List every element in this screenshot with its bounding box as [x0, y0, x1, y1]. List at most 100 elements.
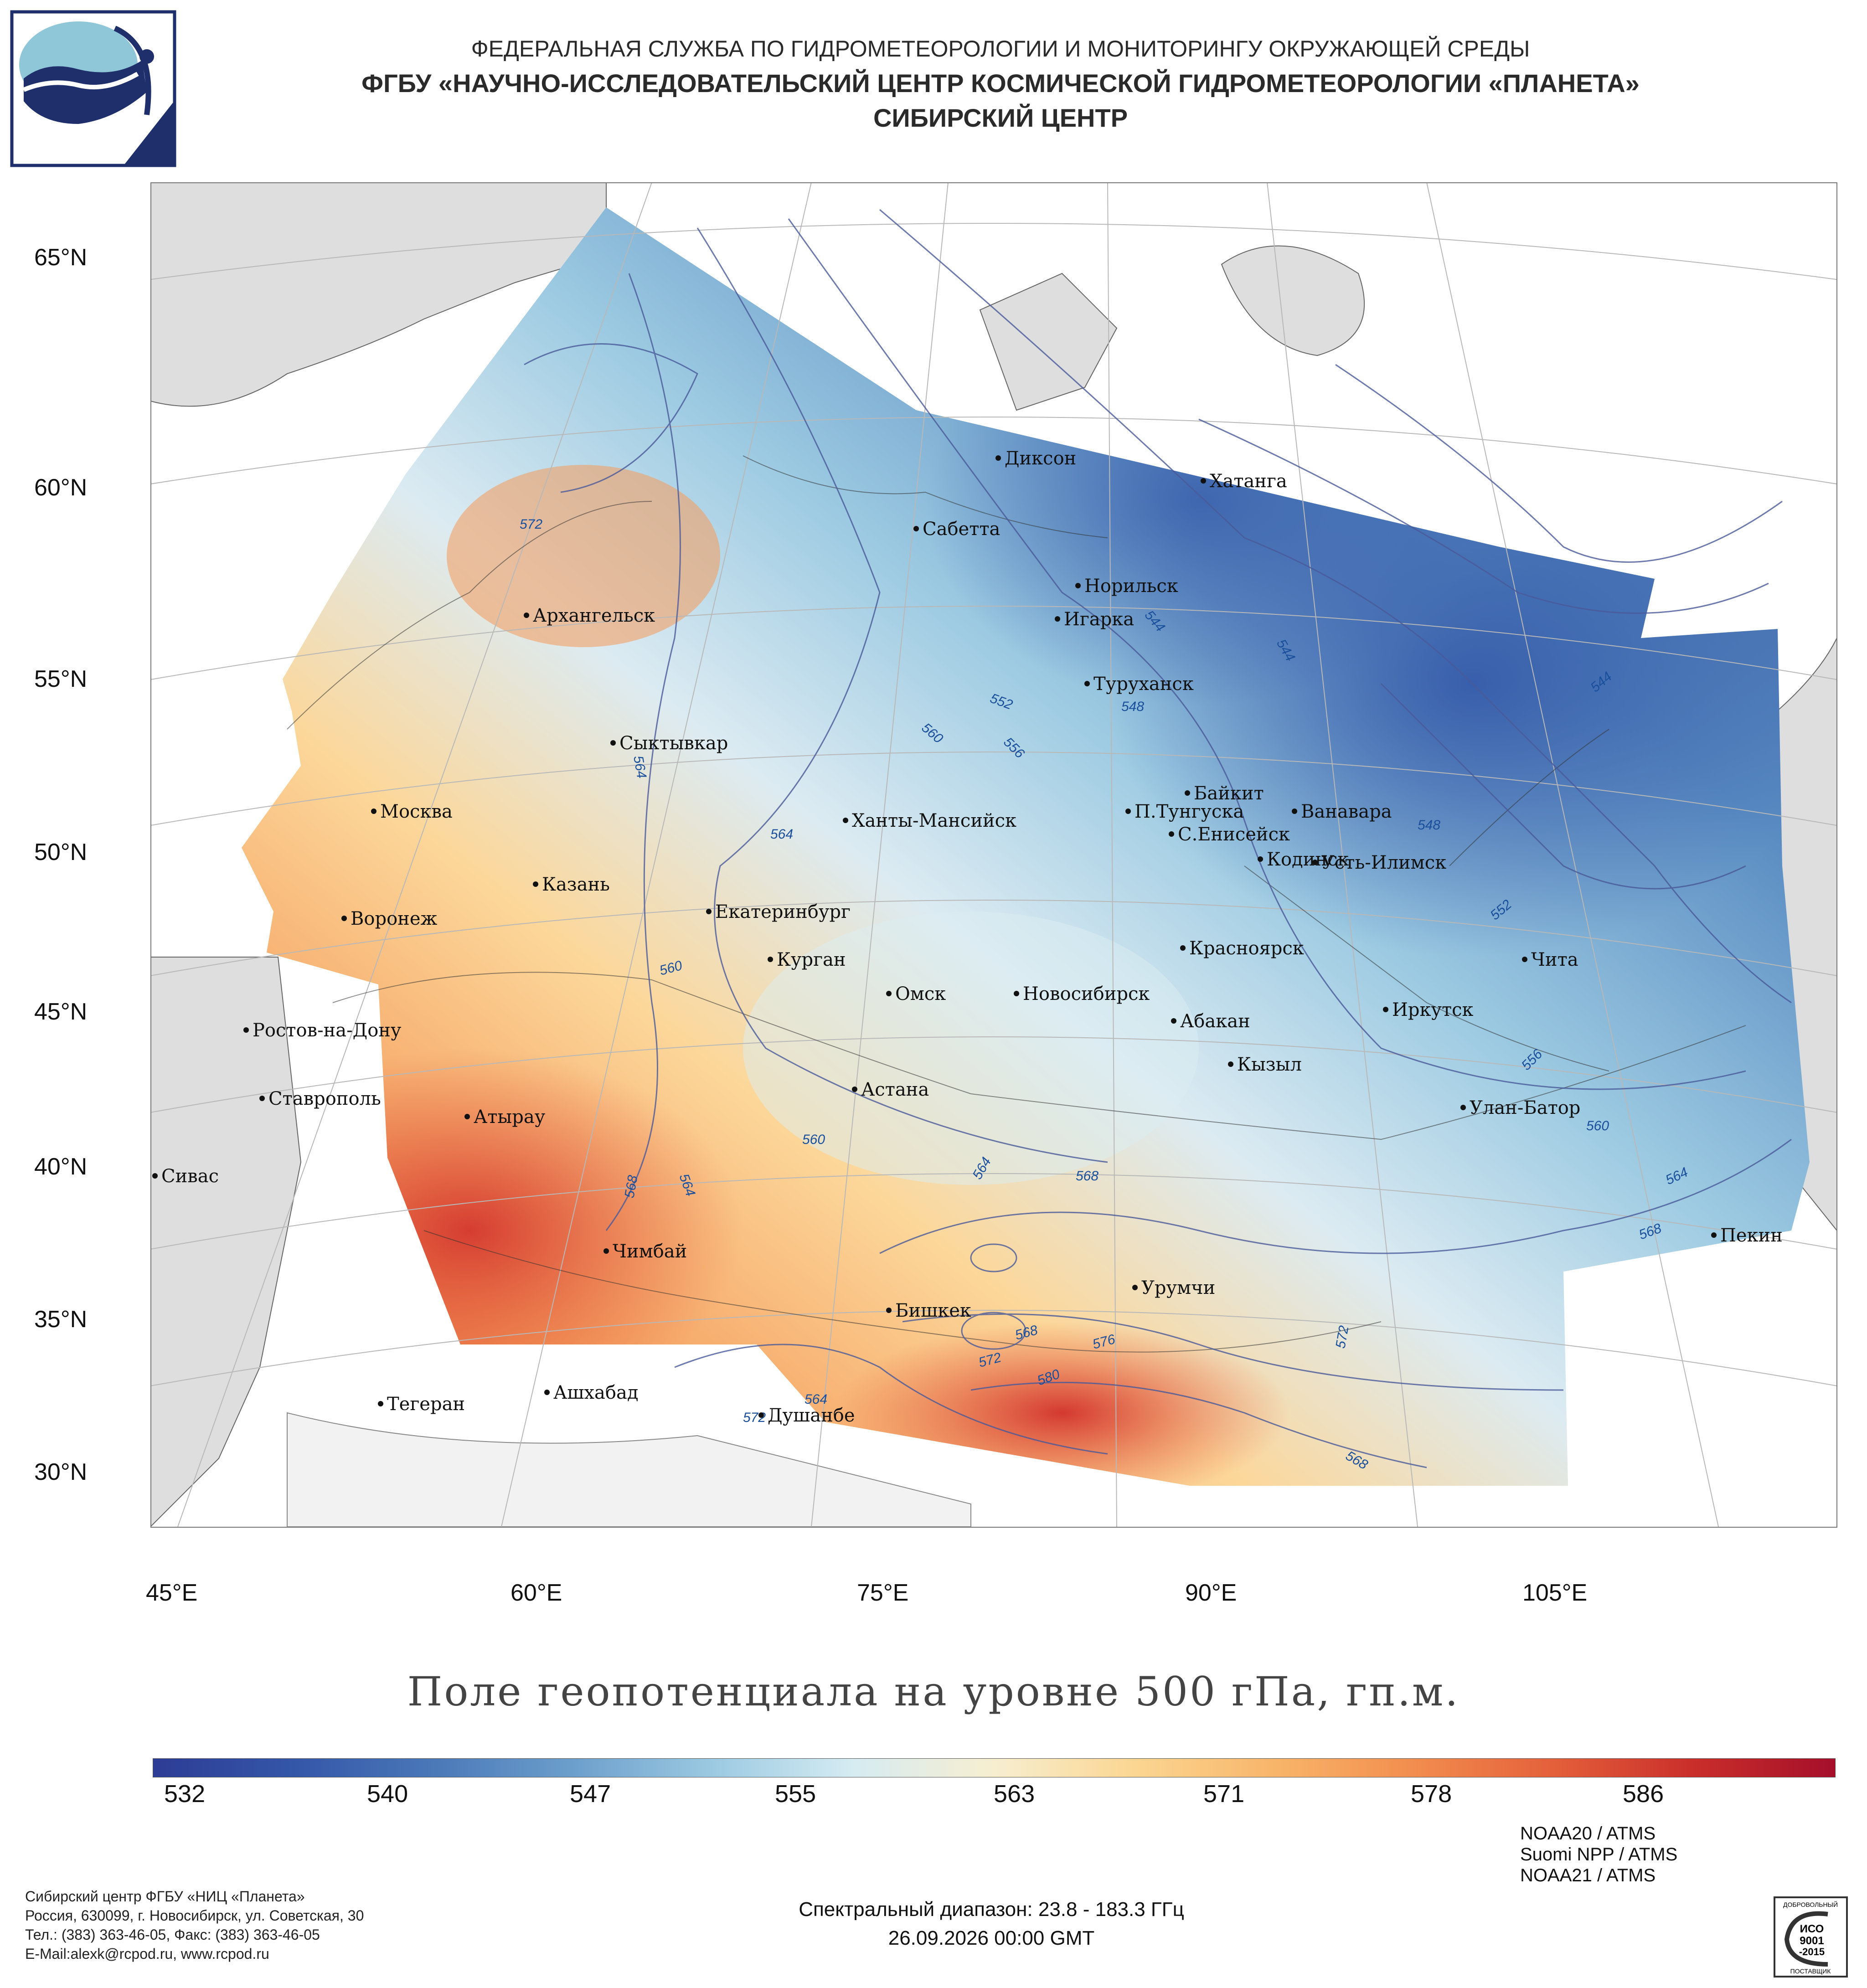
city-dot	[243, 1027, 249, 1033]
header-center: СИБИРСКИЙ ЦЕНТР	[873, 103, 1128, 132]
org-line: Тел.: (383) 363-46-05, Факс: (383) 363-4…	[25, 1926, 320, 1943]
city-marker: Сыктывкар	[610, 733, 728, 754]
city-marker: Урумчи	[1132, 1277, 1215, 1298]
planeta-logo	[10, 10, 176, 167]
city-dot	[1125, 809, 1131, 814]
city-marker: Красноярск	[1180, 938, 1304, 959]
geopotential-map: 572 544 544 544 552 548 560 556 564 548 …	[150, 182, 1837, 1527]
colorbar-tick-label: 586	[1623, 1780, 1664, 1808]
colorbar-tick-label: 578	[1411, 1780, 1452, 1808]
isoline-label: 572	[520, 517, 542, 532]
city-marker: Омск	[886, 984, 946, 1004]
city-marker: Курган	[768, 949, 846, 970]
city-label: Ростов-на-Дону	[253, 1020, 402, 1041]
city-label: Сабетта	[923, 519, 1000, 540]
city-label: Курган	[777, 949, 846, 970]
city-label: Сивас	[161, 1166, 219, 1187]
satellite-item: NOAA20 / ATMS	[1520, 1823, 1656, 1844]
city-label: Екатеринбург	[715, 901, 851, 922]
city-marker: Архангельск	[524, 605, 655, 626]
city-dot	[544, 1390, 550, 1395]
city-label: Чита	[1531, 949, 1578, 970]
iso-text-bottom: ПОСТАВЩИК	[1790, 1967, 1831, 1975]
isoline-label: 564	[770, 827, 793, 842]
city-dot	[1383, 1007, 1388, 1012]
city-marker: Хатанга	[1201, 471, 1287, 492]
org-line: Сибирский центр ФГБУ «НИЦ «Планета»	[25, 1888, 305, 1905]
lat-label: 45°N	[34, 999, 88, 1025]
lat-label: 35°N	[34, 1306, 88, 1333]
city-marker: Норильск	[1075, 576, 1178, 597]
city-dot	[913, 526, 919, 531]
city-marker: Ванавара	[1292, 801, 1392, 822]
city-label: Усть-Илимск	[1321, 852, 1446, 873]
lon-label: 45°E	[146, 1580, 198, 1606]
header-institute: ФГБУ «НАУЧНО-ИССЛЕДОВАТЕЛЬСКИЙ ЦЕНТР КОС…	[361, 69, 1640, 98]
city-dot	[706, 909, 712, 914]
city-marker: Кодинск	[1258, 849, 1349, 870]
city-label: Архангельск	[533, 605, 655, 626]
city-marker: Иркутск	[1383, 999, 1474, 1020]
city-marker: С.Енисейск	[1169, 824, 1290, 845]
city-label: Красноярск	[1189, 938, 1304, 959]
iso-text-3: -2015	[1799, 1946, 1825, 1957]
city-marker: Тегеран	[378, 1394, 465, 1415]
city-marker: П.Тунгуска	[1125, 801, 1244, 822]
city-label: Туруханск	[1093, 674, 1194, 695]
city-label: Астана	[861, 1079, 929, 1100]
colorbar-tick-label: 571	[1203, 1780, 1245, 1808]
lon-label: 105°E	[1522, 1580, 1588, 1606]
city-label: Норильск	[1084, 576, 1178, 597]
city-dot	[1084, 681, 1090, 686]
graticule	[150, 182, 1837, 1527]
org-info: Сибирский центр ФГБУ «НИЦ «Планета» Росс…	[25, 1887, 364, 1963]
isoline-label: 548	[1418, 818, 1440, 833]
city-dot	[1014, 991, 1019, 996]
lat-label: 40°N	[34, 1154, 88, 1180]
city-dot	[1258, 856, 1263, 862]
lon-label: 60°E	[511, 1580, 562, 1606]
lat-label: 65°N	[34, 244, 88, 271]
colorbar-tick-label: 563	[994, 1780, 1035, 1808]
colorbar-tick-label: 540	[367, 1780, 408, 1808]
city-label: Ставрополь	[268, 1088, 381, 1109]
city-label: Тегеран	[387, 1394, 465, 1415]
city-dot	[378, 1401, 383, 1406]
city-dot	[1522, 957, 1527, 962]
city-marker: Казань	[533, 874, 610, 895]
map-title: Поле геопотенциала на уровне 500 гПа, гп…	[407, 1668, 1460, 1715]
org-line: E-Mail:alexk@rcpod.ru, www.rcpod.ru	[25, 1946, 269, 1962]
city-dot	[758, 1412, 764, 1418]
isoline-label: 568	[1076, 1169, 1099, 1184]
city-marker: Душанбе	[758, 1405, 855, 1426]
city-label: Атырау	[474, 1107, 546, 1128]
city-marker: Новосибирск	[1014, 984, 1150, 1004]
city-marker: Усть-Илимск	[1312, 852, 1446, 873]
city-dot	[843, 818, 848, 823]
city-marker: Байкит	[1185, 783, 1264, 804]
city-marker: Москва	[371, 801, 453, 822]
city-marker: Туруханск	[1084, 674, 1194, 695]
city-dot	[1132, 1285, 1138, 1290]
city-label: Бишкек	[895, 1300, 971, 1321]
city-marker: Диксон	[995, 448, 1076, 469]
city-dot	[464, 1114, 470, 1119]
city-marker: Чимбай	[603, 1241, 687, 1262]
city-dot	[371, 809, 376, 814]
city-dot	[1185, 790, 1190, 796]
city-marker: Ставрополь	[259, 1088, 381, 1109]
city-label: Урумчи	[1141, 1277, 1215, 1298]
city-marker: Ханты-Мансийск	[843, 810, 1016, 831]
city-label: Байкит	[1194, 783, 1264, 804]
city-dot	[610, 740, 616, 746]
city-marker: Сивас	[152, 1166, 219, 1187]
city-label: Абакан	[1180, 1011, 1250, 1032]
lat-label: 50°N	[34, 839, 88, 865]
lat-label: 60°N	[34, 474, 88, 501]
city-marker: Астана	[852, 1079, 929, 1100]
city-label: Ашхабад	[553, 1382, 638, 1403]
city-label: Омск	[895, 984, 946, 1004]
city-marker: Бишкек	[886, 1300, 971, 1321]
city-label: Диксон	[1005, 448, 1076, 469]
city-label: П.Тунгуска	[1135, 801, 1244, 822]
